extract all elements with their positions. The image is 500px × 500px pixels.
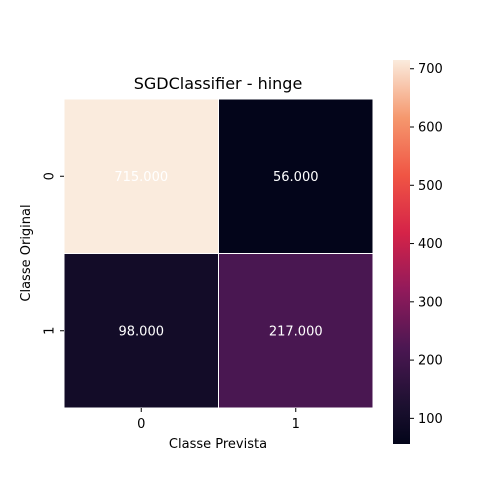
colorbar-tick-label: 600 <box>418 121 443 136</box>
heatmap-cell <box>63 98 219 254</box>
chart-title: SGDClassifier - hinge <box>134 74 303 93</box>
y-tick-label: 0 <box>43 172 58 180</box>
colorbar-gradient <box>393 60 410 444</box>
heatmap-cell <box>63 253 219 409</box>
x-axis-label: Classe Prevista <box>169 437 267 452</box>
cell-annotation: 98.000 <box>119 324 165 339</box>
colorbar-tick-label: 300 <box>418 295 443 310</box>
y-axis-label: Classe Original <box>19 204 34 301</box>
cell-annotation: 56.000 <box>273 170 319 185</box>
y-axis-ticks: 01 <box>43 172 64 335</box>
colorbar-tick-label: 100 <box>418 412 443 427</box>
y-tick-label: 1 <box>43 327 58 335</box>
heatmap-cell <box>218 98 374 254</box>
colorbar-tick-label: 400 <box>418 237 443 252</box>
cell-annotation: 217.000 <box>269 324 323 339</box>
colorbar: 100 200 300 400 500 600 700 <box>393 60 443 444</box>
cell-annotation: 715.000 <box>114 170 168 185</box>
colorbar-tick-label: 500 <box>418 179 443 194</box>
x-tick-label: 1 <box>292 417 300 432</box>
x-tick-label: 0 <box>137 417 145 432</box>
heatmap-cell <box>218 253 374 409</box>
colorbar-tick-label: 700 <box>418 62 443 77</box>
colorbar-tick-label: 200 <box>418 354 443 369</box>
heatmap-cells: 715.000 56.000 98.000 217.000 <box>63 98 374 409</box>
